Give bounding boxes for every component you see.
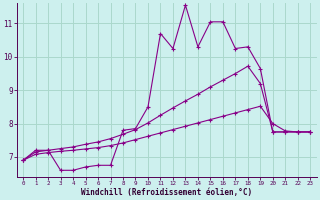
X-axis label: Windchill (Refroidissement éolien,°C): Windchill (Refroidissement éolien,°C) xyxy=(81,188,252,197)
